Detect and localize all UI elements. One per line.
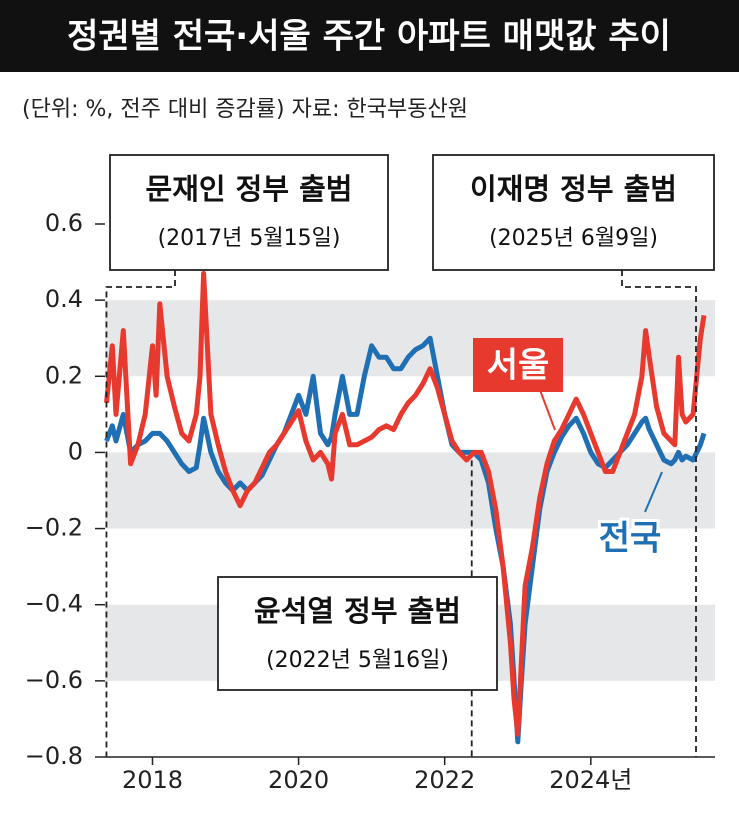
event-box [109, 154, 389, 271]
event-title: 이재명 정부 출범 [470, 172, 677, 206]
x-tick-label: 2018 [122, 766, 183, 794]
series-line [104, 271, 707, 737]
y-tick-label: 0.6 [45, 209, 83, 237]
y-tick-label: −0.6 [25, 666, 83, 694]
y-tick-label: 0.2 [45, 361, 83, 389]
event-box [432, 154, 715, 271]
chart-title: 정권별 전국·서울 주간 아파트 매맷값 추이 [67, 17, 671, 57]
title-bar [0, 0, 739, 72]
event-title: 문재인 정부 출범 [146, 172, 353, 206]
legend-label: 서울 [487, 346, 550, 386]
event-date: (2022년 5월16일) [266, 648, 449, 673]
event-date: (2025년 6월9일) [489, 226, 658, 251]
event-date: (2017년 5월15일) [158, 226, 341, 251]
series-line [104, 335, 707, 745]
event-box [217, 576, 498, 691]
event-line [105, 270, 176, 757]
legend-label: 전국 [599, 519, 662, 559]
y-tick-label: −0.2 [25, 514, 83, 542]
y-tick-label: 0.4 [45, 285, 83, 313]
x-tick-label: 2020 [268, 766, 329, 794]
event-line [621, 270, 697, 757]
grid-band [105, 300, 715, 377]
y-tick-label: 0 [68, 437, 83, 465]
x-tick-label: 2024년 [549, 766, 632, 794]
lines [104, 271, 707, 745]
y-tick-label: −0.8 [25, 742, 83, 770]
x-tick-label: 2022 [414, 766, 475, 794]
label-pointer [539, 389, 556, 431]
chart-subtitle: (단위: %, 전주 대비 증감률) 자료: 한국부동산원 [22, 97, 468, 122]
events: 문재인 정부 출범 (2017년 5월15일) 윤석열 정부 출범 (2022년 5월… [105, 154, 715, 757]
axes: 0.6 0.4 0.2 0 −0.2 −0.4 −0.6 −0.8 2018 2020 2022 20… [25, 209, 715, 794]
event-title: 윤석열 정부 출범 [254, 594, 461, 628]
legend-box [473, 338, 563, 392]
label-pointer [644, 471, 663, 513]
y-tick-label: −0.4 [25, 590, 83, 618]
